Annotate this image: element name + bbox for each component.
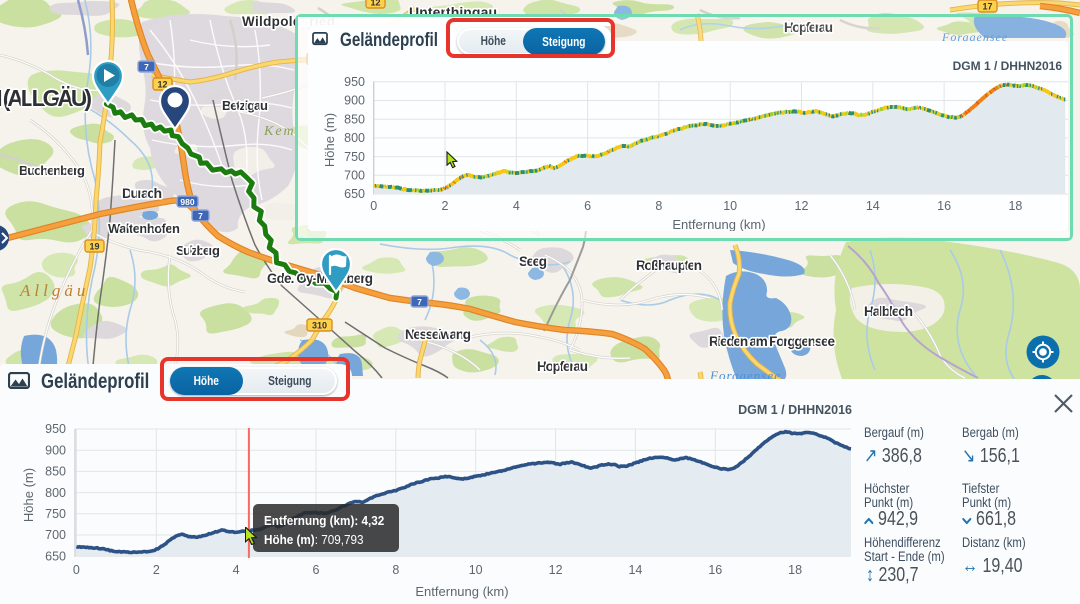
svg-text:DGM 1 / DHHN2016: DGM 1 / DHHN2016 — [953, 59, 1063, 73]
svg-text:16: 16 — [937, 199, 951, 213]
svg-text:18: 18 — [1008, 199, 1022, 213]
svg-text:4: 4 — [233, 563, 240, 577]
svg-text:Roßhaupten: Roßhaupten — [636, 258, 702, 273]
svg-text:Entfernung (km): Entfernung (km) — [672, 217, 765, 231]
svg-text:14: 14 — [628, 563, 642, 577]
svg-text:750: 750 — [344, 150, 365, 164]
svg-text:650: 650 — [45, 549, 66, 563]
svg-text:Sulzberg: Sulzberg — [176, 243, 220, 258]
svg-text:17: 17 — [982, 2, 992, 12]
svg-text:950: 950 — [344, 75, 365, 89]
svg-text:N (ALLGÄU): N (ALLGÄU) — [0, 85, 92, 111]
svg-text:18: 18 — [788, 563, 802, 577]
svg-text:0: 0 — [370, 199, 377, 213]
svg-text:Nesselwang: Nesselwang — [405, 327, 471, 342]
svg-text:980: 980 — [180, 197, 194, 207]
svg-text:Halblech: Halblech — [864, 304, 913, 319]
svg-text:Höhe (m): Höhe (m) — [322, 113, 337, 167]
svg-text:6: 6 — [313, 563, 320, 577]
svg-text:Gde. Oy-Mittelberg: Gde. Oy-Mittelberg — [267, 271, 373, 286]
svg-text:4: 4 — [513, 199, 520, 213]
svg-text:Höhe (m): Höhe (m) — [21, 468, 36, 522]
svg-text:2: 2 — [442, 199, 449, 213]
svg-text:800: 800 — [45, 486, 66, 500]
svg-text:10: 10 — [723, 199, 737, 213]
svg-text:16: 16 — [708, 563, 722, 577]
svg-text:8: 8 — [392, 563, 399, 577]
svg-text:DGM 1 / DHHN2016: DGM 1 / DHHN2016 — [738, 403, 852, 417]
svg-text:6: 6 — [584, 199, 591, 213]
svg-text:19: 19 — [89, 242, 99, 252]
svg-text:310: 310 — [312, 321, 327, 331]
svg-text:12: 12 — [795, 199, 809, 213]
svg-text:7: 7 — [417, 297, 422, 307]
svg-text:14: 14 — [866, 199, 880, 213]
svg-text:700: 700 — [344, 169, 365, 183]
svg-text:850: 850 — [45, 465, 66, 479]
svg-text:Entfernung (km): Entfernung (km) — [415, 584, 508, 599]
svg-text:800: 800 — [344, 131, 365, 145]
svg-text:7: 7 — [198, 211, 203, 221]
svg-text:Betzigau: Betzigau — [222, 98, 268, 113]
svg-text:750: 750 — [45, 507, 66, 521]
svg-text:Rieden am Forggensee: Rieden am Forggensee — [709, 334, 835, 349]
svg-text:Forggensee: Forggensee — [941, 30, 1008, 44]
svg-text:Durach: Durach — [122, 185, 162, 201]
svg-text:8: 8 — [655, 199, 662, 213]
svg-text:12: 12 — [549, 563, 563, 577]
svg-text:700: 700 — [45, 528, 66, 542]
svg-text:2: 2 — [153, 563, 160, 577]
svg-text:10: 10 — [469, 563, 483, 577]
svg-text:900: 900 — [344, 94, 365, 108]
svg-text:Hopferau: Hopferau — [784, 20, 833, 35]
svg-text:Kem: Kem — [263, 124, 296, 139]
svg-text:Allgäu: Allgäu — [19, 281, 89, 300]
svg-text:650: 650 — [344, 187, 365, 201]
svg-text:850: 850 — [344, 112, 365, 126]
svg-text:0: 0 — [73, 563, 80, 577]
svg-text:Buchenberg: Buchenberg — [19, 163, 85, 178]
svg-text:Hopferau: Hopferau — [537, 359, 588, 374]
svg-text:12: 12 — [370, 0, 380, 8]
svg-text:Seeg: Seeg — [519, 254, 547, 269]
svg-text:Waltenhofen: Waltenhofen — [108, 221, 180, 236]
svg-text:900: 900 — [45, 443, 66, 457]
svg-text:7: 7 — [144, 62, 149, 72]
svg-text:950: 950 — [45, 422, 66, 436]
svg-text:12: 12 — [157, 80, 167, 90]
